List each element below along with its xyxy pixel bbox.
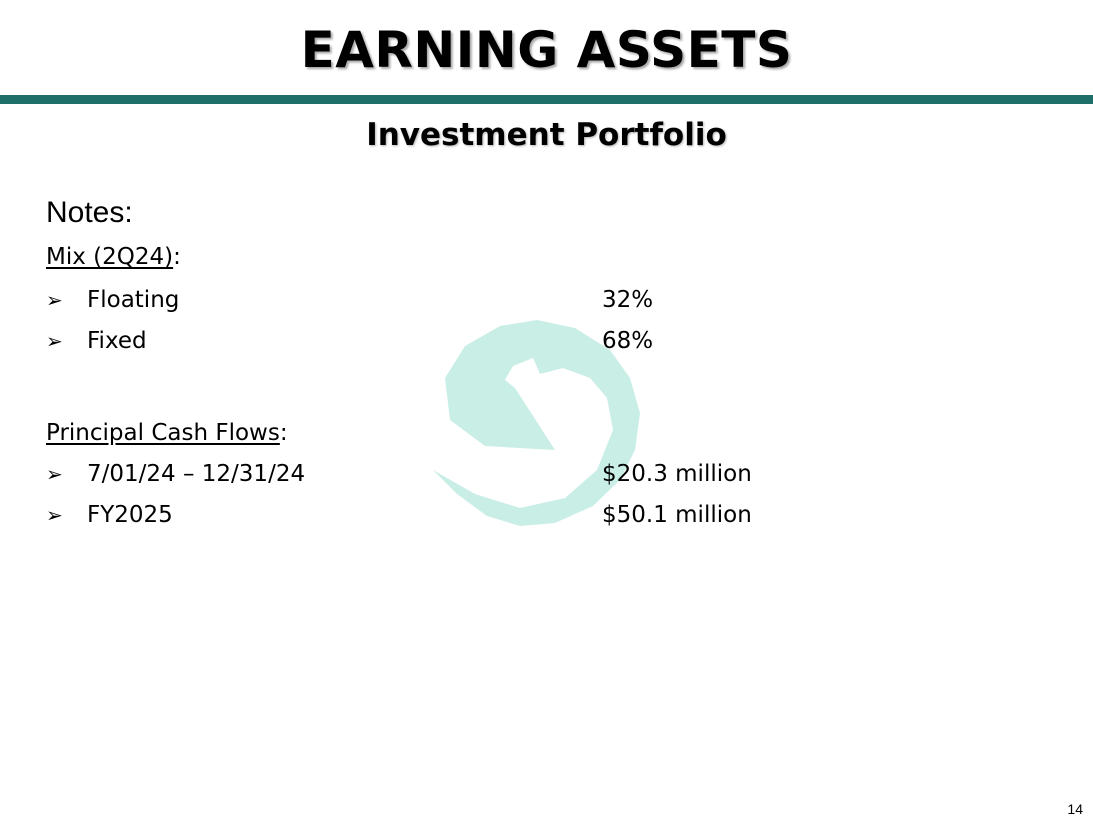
list-item: ➢ Floating 32% (46, 284, 846, 316)
list-item: ➢ 7/01/24 – 12/31/24 $20.3 million (46, 458, 846, 490)
mix-section-label: Mix (2Q24): (46, 242, 181, 272)
list-item: ➢ FY2025 $50.1 million (46, 499, 846, 531)
mix-label-text: Mix (2Q24) (46, 244, 174, 270)
notes-heading: Notes: (46, 196, 133, 229)
arrow-bullet-icon: ➢ (46, 329, 63, 353)
list-item: ➢ Fixed 68% (46, 325, 846, 357)
slide-subtitle: Investment Portfolio (366, 117, 727, 153)
arrow-bullet-icon: ➢ (46, 288, 63, 312)
arrow-bullet-icon: ➢ (46, 462, 63, 486)
page-number: 14 (1067, 801, 1083, 817)
mix-label-colon: : (173, 244, 181, 270)
arrow-bullet-icon: ➢ (46, 503, 63, 527)
mix-item-value: 68% (602, 328, 654, 354)
cash-flow-period-label: FY2025 (87, 502, 173, 528)
cash-flows-section-label: Principal Cash Flows: (46, 418, 288, 448)
title-divider (0, 95, 1093, 104)
circular-arrow-icon (433, 320, 640, 526)
cash-flows-label-text: Principal Cash Flows (46, 420, 280, 446)
slide-title: EARNING ASSETS (300, 21, 793, 79)
mix-item-label: Floating (87, 287, 180, 313)
cash-flows-label-colon: : (279, 420, 288, 446)
cash-flow-amount: $50.1 million (602, 502, 752, 528)
cash-flow-amount: $20.3 million (602, 461, 752, 487)
mix-item-label: Fixed (87, 328, 147, 354)
mix-item-value: 32% (602, 287, 654, 313)
cash-flow-period-label: 7/01/24 – 12/31/24 (87, 461, 306, 487)
